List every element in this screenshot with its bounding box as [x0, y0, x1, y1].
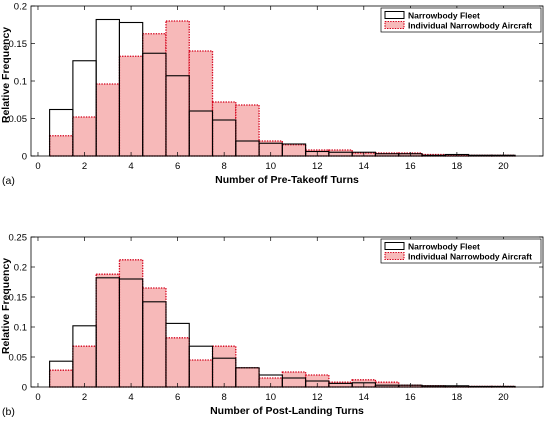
axes-frame	[30, 236, 544, 388]
x-tick-label: 10	[265, 161, 276, 172]
x-tick-label: 2	[82, 392, 87, 403]
chart-panel: 0 2 4 6 8 10 12 14 16 18 20 0 0.05 0.1 0.15 0.2 0.25 Numb…	[0, 233, 544, 418]
x-tick-label: 14	[359, 392, 370, 403]
x-axis-label: Number of Post-Landing Turns	[210, 405, 364, 417]
bar-individual	[95, 273, 121, 388]
bar-individual	[95, 83, 121, 157]
bar-individual	[211, 101, 237, 157]
bar-individual	[165, 337, 190, 388]
x-tick-label: 4	[128, 392, 133, 403]
x-tick-label: 20	[498, 161, 509, 172]
y-axis-label: Relative Frequency	[0, 27, 12, 123]
y-tick-label: 0.25	[9, 233, 28, 244]
y-tick-label: 0	[22, 152, 27, 163]
x-tick-label: 16	[405, 161, 416, 172]
legend-label-individual: Individual Narrowbody Aircraft	[408, 252, 532, 262]
bar-individual	[328, 149, 353, 157]
x-tick-label: 8	[222, 161, 227, 172]
legend-label-fleet: Narrowbody Fleet	[408, 242, 480, 252]
chart-panel: 0 2 4 6 8 10 12 14 16 18 20 0 0.05 0.1 0.15 0.2 Number o…	[0, 2, 544, 187]
y-tick-label: 0.15	[9, 39, 28, 50]
panel-label: (a)	[2, 175, 15, 187]
x-axis-label: Number of Pre-Takeoff Turns	[215, 174, 359, 186]
x-tick-label: 18	[452, 392, 463, 403]
legend-label-individual: Individual Narrowbody Aircraft	[408, 21, 532, 31]
x-tick-label: 12	[312, 392, 323, 403]
y-tick-label: 0.2	[14, 2, 27, 13]
legend-swatch-individual	[384, 20, 405, 30]
x-tick-label: 10	[265, 392, 276, 403]
bar-individual	[188, 50, 214, 157]
bar-individual	[72, 345, 97, 388]
x-tick-label: 0	[35, 392, 40, 403]
x-tick-label: 6	[175, 161, 180, 172]
y-tick-label: 0.05	[9, 353, 28, 364]
bar-individual	[211, 345, 237, 388]
bar-individual	[188, 359, 214, 388]
bar-individual	[48, 135, 74, 157]
bar-individual	[281, 144, 307, 157]
bar-individual	[142, 33, 167, 157]
y-tick-label: 0.1	[14, 323, 27, 334]
y-tick-label: 0.05	[9, 114, 28, 125]
legend-label-fleet: Narrowbody Fleet	[408, 11, 480, 21]
bar-individual	[142, 287, 167, 388]
x-tick-label: 16	[405, 392, 416, 403]
bar-individual	[281, 371, 307, 388]
legend-swatch-individual	[384, 251, 405, 261]
bar-individual	[374, 381, 400, 388]
x-tick-label: 6	[175, 392, 180, 403]
y-tick-label: 0	[22, 383, 27, 394]
bar-individual	[72, 116, 97, 157]
x-tick-label: 2	[82, 161, 87, 172]
x-tick-label: 14	[359, 161, 370, 172]
y-tick-label: 0.15	[9, 293, 28, 304]
y-axis-label: Relative Frequency	[0, 258, 12, 354]
bar-individual	[48, 369, 74, 388]
panel-label: (b)	[2, 406, 15, 418]
bar-individual	[165, 20, 190, 157]
legend-swatch-fleet	[384, 242, 405, 250]
bar-individual	[118, 55, 144, 157]
bar-individual	[235, 104, 260, 157]
legend-swatch-fleet	[384, 11, 405, 19]
x-tick-label: 8	[222, 392, 227, 403]
x-tick-label: 20	[498, 392, 509, 403]
bar-individual	[235, 367, 260, 388]
x-tick-label: 12	[312, 161, 323, 172]
x-tick-label: 0	[35, 161, 40, 172]
legend-box	[380, 238, 542, 264]
y-tick-label: 0.1	[14, 77, 27, 88]
legend-box	[380, 7, 542, 33]
y-tick-label: 0.2	[14, 263, 27, 274]
x-tick-label: 18	[452, 161, 463, 172]
x-tick-label: 4	[128, 161, 133, 172]
